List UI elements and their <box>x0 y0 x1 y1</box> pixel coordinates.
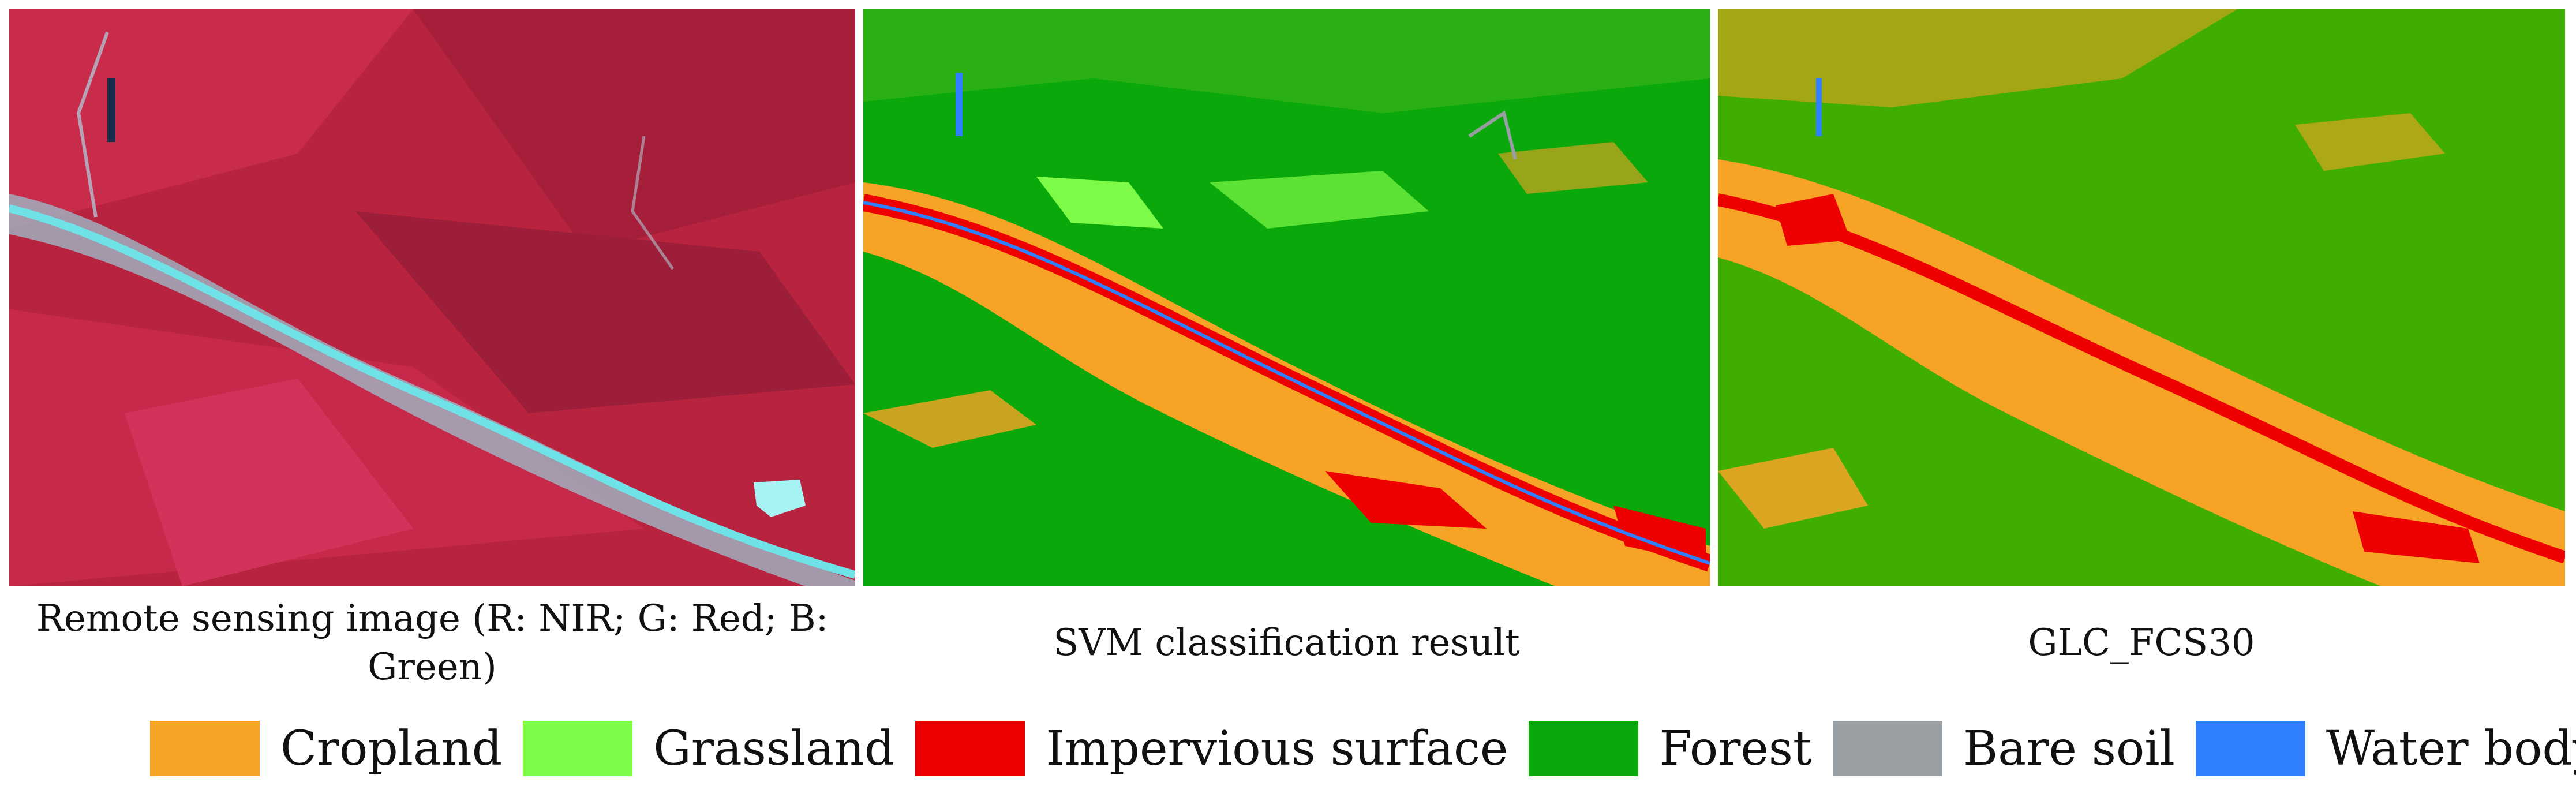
caption-remote-sensing-image: Remote sensing image (R: NIR; G: Red; B:… <box>36 597 829 689</box>
svm-classification-map <box>863 9 1710 586</box>
legend-item-water-body: Water body <box>2195 721 2576 776</box>
legend-label-cropland: Cropland <box>280 721 503 776</box>
legend-item-forest: Forest <box>1529 721 1812 776</box>
legend-swatch-impervious-surface <box>915 721 1025 776</box>
caption-svm-classification: SVM classification result <box>1053 622 1520 664</box>
legend-swatch-cropland <box>150 721 260 776</box>
legend-item-impervious-surface: Impervious surface <box>915 721 1508 776</box>
legend-item-grassland: Grassland <box>523 721 894 776</box>
legend-swatch-forest <box>1529 721 1639 776</box>
remote-sensing-image <box>9 9 855 586</box>
legend-swatch-bare-soil <box>1832 721 1942 776</box>
legend-label-forest: Forest <box>1659 721 1812 776</box>
caption-glc-fcs30: GLC_FCS30 <box>2028 622 2255 664</box>
legend-label-water-body: Water body <box>2326 721 2576 776</box>
legend-label-grassland: Grassland <box>653 721 895 776</box>
legend-item-bare-soil: Bare soil <box>1832 721 2175 776</box>
land-cover-legend: Cropland Grassland Impervious surface Fo… <box>150 717 2576 780</box>
legend-swatch-water-body <box>2195 721 2305 776</box>
legend-item-cropland: Cropland <box>150 721 502 776</box>
glc-fcs30-map <box>1718 9 2565 586</box>
legend-label-bare-soil: Bare soil <box>1963 721 2175 776</box>
legend-label-impervious-surface: Impervious surface <box>1046 721 1508 776</box>
legend-swatch-grassland <box>523 721 633 776</box>
